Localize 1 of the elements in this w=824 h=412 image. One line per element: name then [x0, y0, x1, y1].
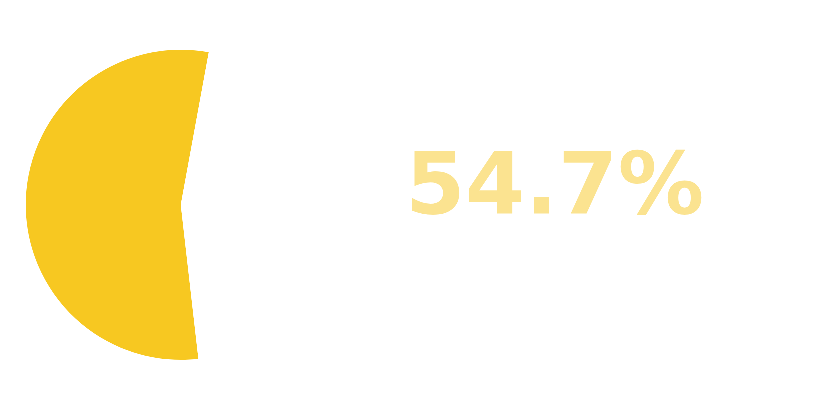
text: 54.7% [412, 150, 702, 215]
